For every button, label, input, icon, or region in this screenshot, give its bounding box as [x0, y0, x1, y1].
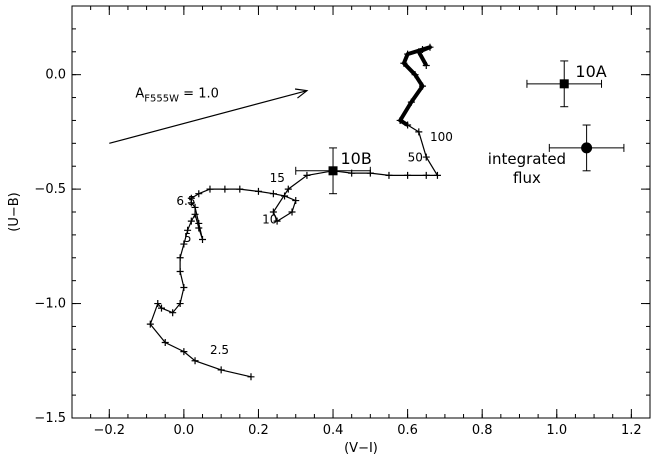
track-marker	[288, 208, 296, 216]
track-marker	[407, 98, 415, 106]
track-marker	[385, 171, 393, 179]
track-marker	[404, 171, 412, 179]
cluster-10A-point	[559, 79, 569, 89]
track-marker	[400, 59, 408, 67]
track-marker	[281, 192, 289, 200]
age-label: 100	[430, 130, 453, 144]
track-marker	[422, 62, 430, 70]
age-label: 10	[262, 212, 277, 226]
track-marker	[284, 185, 292, 193]
age-label: 5	[184, 231, 192, 245]
point-label: 10B	[340, 149, 371, 168]
reddening-label-subscript: F555W	[144, 94, 179, 105]
track-marker	[184, 226, 192, 234]
track-marker	[419, 45, 427, 53]
track-marker	[199, 235, 207, 243]
x-tick-label: 0.0	[174, 423, 195, 438]
track-marker	[419, 82, 427, 90]
reddening-label-value: = 1.0	[179, 87, 219, 102]
track-marker	[180, 284, 188, 292]
track-marker	[236, 185, 244, 193]
y-tick-label: −0.5	[34, 182, 66, 197]
reddening-vector	[109, 90, 308, 144]
integrated-flux-point	[581, 142, 593, 154]
track-marker	[411, 71, 419, 79]
track-marker	[303, 171, 311, 179]
reddening-label-base: A	[135, 87, 144, 102]
x-tick-label: 1.2	[621, 423, 642, 438]
y-tick-label: −1.5	[34, 411, 66, 426]
track-marker	[433, 171, 441, 179]
track-marker	[422, 171, 430, 179]
y-tick-label: −1.0	[34, 297, 66, 312]
track-marker	[254, 187, 262, 195]
age-label: 15	[270, 171, 285, 185]
track-marker	[161, 338, 169, 346]
plot-frame	[71, 5, 651, 419]
integrated-flux-label: integrated	[488, 150, 566, 168]
track-marker	[247, 373, 255, 381]
track-marker	[269, 190, 277, 198]
track-marker	[206, 185, 214, 193]
track-marker	[191, 203, 199, 211]
age-label: 2.5	[210, 343, 229, 357]
arrowhead	[294, 88, 309, 99]
track-marker	[191, 210, 199, 218]
track-marker	[187, 194, 195, 202]
point-label: 10A	[575, 62, 606, 81]
integrated-flux-label-line2: flux	[513, 169, 541, 187]
track-marker	[217, 366, 225, 374]
y-axis-label: (U−B)	[7, 192, 22, 231]
x-tick-label: −0.2	[94, 423, 126, 438]
x-tick-label: 0.4	[323, 423, 344, 438]
track-marker	[273, 217, 281, 225]
reddening-vector-label: AF555W = 1.0	[135, 87, 218, 105]
track-marker	[422, 153, 430, 161]
x-tick-label: 0.6	[397, 423, 418, 438]
track-marker	[195, 219, 203, 227]
track-marker	[146, 320, 154, 328]
track-marker	[292, 197, 300, 205]
track-marker	[221, 185, 229, 193]
track-marker	[415, 128, 423, 136]
x-tick-label: 0.2	[248, 423, 269, 438]
track-marker	[426, 43, 434, 51]
age-label: 6.5	[176, 194, 195, 208]
track-marker	[157, 304, 165, 312]
track-marker	[176, 300, 184, 308]
age-label: 50	[408, 151, 423, 165]
track-marker	[187, 217, 195, 225]
track-marker	[396, 116, 404, 124]
track-marker	[169, 309, 177, 317]
track-marker	[176, 268, 184, 276]
track-marker	[191, 357, 199, 365]
cluster-10B-point	[328, 166, 338, 176]
track-marker	[180, 348, 188, 356]
x-tick-label: 1.0	[546, 423, 567, 438]
y-tick-label: 0.0	[45, 68, 66, 83]
x-tick-label: 0.8	[472, 423, 493, 438]
track-marker	[176, 254, 184, 262]
track-marker	[154, 300, 162, 308]
track-marker	[180, 240, 188, 248]
x-axis-label: (V−I)	[344, 441, 378, 456]
track-marker	[404, 50, 412, 58]
track-marker	[415, 48, 423, 56]
track-marker	[404, 121, 412, 129]
track-marker	[269, 208, 277, 216]
track-marker	[195, 190, 203, 198]
